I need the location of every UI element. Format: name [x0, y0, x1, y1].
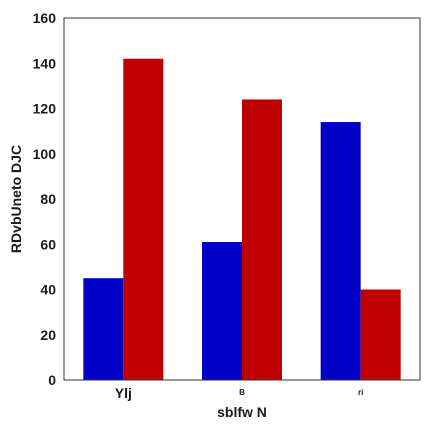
bar-series-1-B: [202, 241, 242, 380]
plot-frame: [63, 17, 421, 381]
y-tick-label: 20: [40, 327, 56, 343]
x-tick-label: ri: [358, 388, 363, 397]
y-tick-label: 60: [40, 236, 56, 252]
y-tick-label: 140: [33, 55, 57, 71]
bar-series-1-ri: [320, 122, 361, 380]
bar-series-2-ri: [360, 289, 401, 380]
x-tick-label: Ylj: [115, 385, 132, 401]
x-axis-label: sblfw N: [217, 404, 267, 420]
y-tick-label: 120: [33, 101, 57, 117]
bars-group: [83, 58, 401, 380]
y-ticks-group: 0 20 40 60 80 100 120 140 160: [33, 10, 57, 388]
y-axis-label: RDvbUneto DJC: [8, 145, 24, 253]
y-tick-label: 100: [33, 146, 57, 162]
bar-series-2-B: [242, 99, 282, 380]
bar-series-1-Ylj: [83, 278, 124, 380]
y-tick-label: 80: [40, 191, 56, 207]
y-tick-label: 40: [40, 282, 56, 298]
x-tick-label: B: [239, 388, 245, 397]
y-tick-label: 160: [33, 10, 57, 26]
y-tick-label: 0: [48, 372, 56, 388]
bar-series-2-Ylj: [123, 58, 164, 380]
